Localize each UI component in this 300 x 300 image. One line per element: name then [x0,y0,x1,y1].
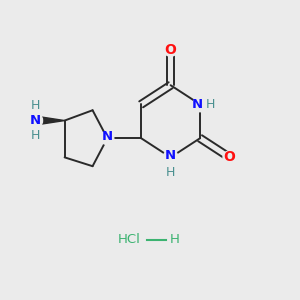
Circle shape [164,44,177,56]
Text: N: N [165,149,176,162]
Text: H: H [31,129,40,142]
Circle shape [25,112,43,129]
Text: N: N [102,130,113,143]
Text: H: H [166,166,175,178]
Circle shape [101,132,114,145]
Text: HCl: HCl [118,233,141,246]
Text: O: O [224,150,236,164]
Polygon shape [34,116,64,125]
Text: H: H [170,233,180,246]
Circle shape [193,97,207,112]
Circle shape [163,150,178,165]
Text: N: N [192,98,203,111]
Text: H: H [31,99,40,112]
Text: O: O [165,43,176,57]
Circle shape [223,151,236,164]
Text: N: N [30,114,41,127]
Text: H: H [206,98,215,111]
